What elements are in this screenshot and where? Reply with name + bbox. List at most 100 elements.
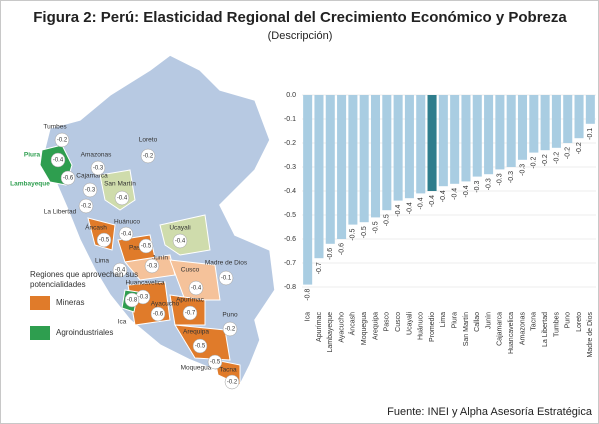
value-label: -0.2 — [576, 142, 583, 154]
x-tick-label: San Martín — [463, 312, 470, 346]
y-tick-label: -0.7 — [284, 260, 296, 267]
region-name: Huánuco — [114, 219, 140, 226]
region-bubble — [182, 305, 198, 321]
region-value: -0.4 — [53, 158, 64, 164]
bar — [563, 95, 573, 143]
region-name: Lambayeque — [10, 181, 50, 188]
bar — [348, 95, 358, 225]
y-tick-label: 0.0 — [286, 92, 296, 99]
value-label: -0.2 — [542, 154, 549, 166]
bar — [551, 95, 561, 148]
x-tick-label: Promedio — [429, 312, 436, 342]
region-name: Áncash — [85, 223, 107, 232]
value-label: -0.3 — [485, 178, 492, 190]
value-label: -0.2 — [553, 152, 560, 164]
region-value: -0.4 — [115, 268, 126, 274]
x-tick-label: Ica — [304, 312, 311, 321]
region-name: Puno — [222, 312, 238, 319]
bar — [314, 95, 324, 259]
x-tick-label: La Libertad — [542, 312, 549, 347]
x-tick-label: Pasco — [384, 312, 391, 332]
region-name: San Martín — [104, 181, 136, 188]
region-name: Pasco — [129, 245, 147, 252]
x-tick-label: Loreto — [576, 312, 583, 332]
y-tick-label: -0.8 — [284, 284, 296, 291]
region-value: -0.7 — [185, 311, 196, 317]
value-label: -0.2 — [565, 147, 572, 159]
region-bubble — [138, 238, 154, 254]
x-tick-label: Tumbes — [553, 312, 560, 338]
region-value: -0.5 — [195, 344, 206, 350]
value-label: -0.1 — [587, 128, 594, 140]
region-bubble — [50, 152, 66, 168]
bar — [529, 95, 539, 153]
value-label: -0.4 — [406, 202, 413, 214]
x-tick-label: Madre de Dios — [587, 312, 594, 358]
region-bubble — [188, 280, 204, 296]
region-name: Loreto — [139, 137, 158, 144]
bar — [337, 95, 347, 239]
region-bubble — [140, 148, 156, 164]
x-tick-label: Amazonas — [519, 312, 526, 346]
region-value: -0.5 — [99, 238, 110, 244]
region-name: Tacna — [219, 367, 237, 374]
region-bubble — [90, 160, 106, 176]
region-bubble — [114, 190, 130, 206]
region-value: -0.2 — [143, 154, 154, 160]
value-label: -0.3 — [519, 164, 526, 176]
region-name: Amazonas — [81, 152, 112, 159]
bar — [438, 95, 448, 187]
region-value: -0.1 — [221, 276, 232, 282]
region-value: -0.4 — [121, 232, 132, 238]
region-value: -0.3 — [85, 188, 96, 194]
value-label: -0.2 — [531, 156, 538, 168]
region-bubble — [118, 226, 134, 242]
value-label: -0.5 — [361, 226, 368, 238]
region-name: Cajamarca — [76, 173, 108, 180]
value-label: -0.5 — [350, 228, 357, 240]
map-cusco — [169, 259, 221, 301]
region-value: -0.6 — [153, 312, 164, 318]
source: Fuente: INEI y Alpha Asesoría Estratégic… — [387, 406, 593, 418]
bar — [382, 95, 392, 211]
region-bubble — [218, 270, 234, 286]
map-peru — [41, 54, 276, 387]
value-label: -0.3 — [508, 171, 515, 183]
x-tick-label: Arequipa — [372, 312, 379, 340]
bar — [370, 95, 381, 218]
value-label: -0.4 — [395, 204, 402, 216]
bar — [325, 95, 335, 244]
region-bubble — [60, 170, 76, 186]
bar — [574, 95, 584, 139]
x-tick-label: Tacna — [531, 312, 538, 331]
x-tick-label: Lima — [440, 312, 447, 327]
bar — [540, 95, 550, 151]
region-bubble — [150, 306, 166, 322]
x-tick-label: Ayacucho — [338, 312, 345, 343]
legend-label: Mineras — [56, 298, 84, 307]
region-value: -0.5 — [210, 360, 221, 366]
region-name: Huancavelica — [125, 280, 164, 287]
bar — [495, 95, 505, 170]
region-value: -0.4 — [191, 286, 202, 292]
region-value: -0.2 — [81, 204, 92, 210]
bar — [393, 95, 403, 201]
region-name: Piura — [24, 152, 41, 159]
y-tick-label: -0.4 — [284, 188, 296, 195]
region-bubble — [124, 292, 140, 308]
legend-swatch — [30, 296, 50, 310]
y-tick-label: -0.1 — [284, 116, 296, 123]
x-tick-label: Moquegua — [361, 312, 368, 345]
y-tick-label: -0.6 — [284, 236, 296, 243]
bar — [303, 95, 313, 285]
bar — [427, 95, 437, 191]
region-value: -0.5 — [141, 244, 152, 250]
region-bubble — [112, 262, 128, 278]
value-label: -0.4 — [418, 197, 425, 209]
region-name: La Libertad — [44, 209, 77, 216]
y-tick-label: -0.3 — [284, 164, 296, 171]
region-bubble — [192, 338, 208, 354]
bar — [359, 95, 369, 223]
bar — [472, 95, 482, 177]
region-value: -0.2 — [225, 327, 236, 333]
